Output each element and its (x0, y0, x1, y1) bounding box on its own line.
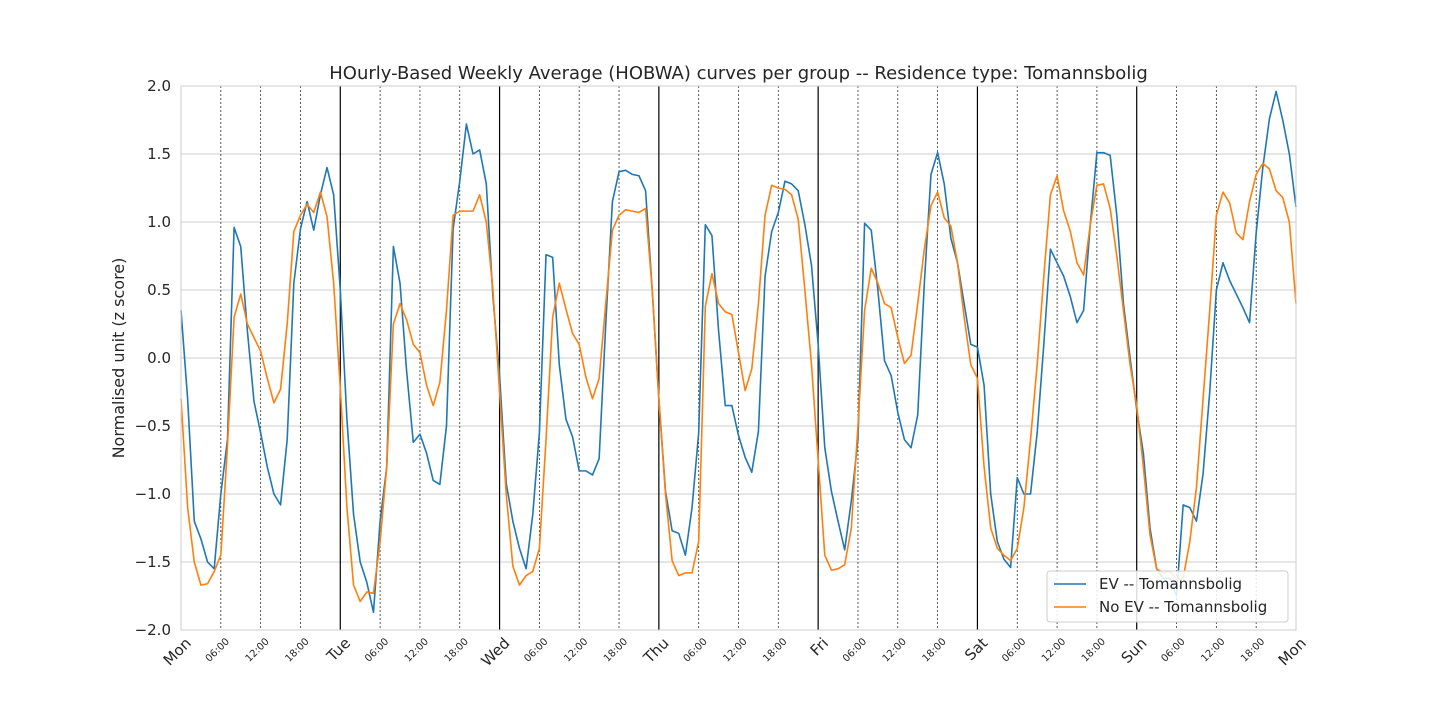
legend-entry-label: EV -- Tomannsbolig (1099, 575, 1242, 593)
legend-entry-label: No EV -- Tomannsbolig (1099, 598, 1267, 616)
hour-tick-label: 12:00 (1040, 636, 1068, 664)
y-tick-label: 0.0 (147, 349, 171, 367)
hour-tick-label: 18:00 (283, 636, 311, 664)
hour-tick-label: 06:00 (1159, 636, 1187, 664)
hour-tick-label: 18:00 (1080, 636, 1108, 664)
hour-tick-label: 12:00 (721, 636, 749, 664)
hour-tick-label: 12:00 (562, 636, 590, 664)
plot-frame (180, 85, 1297, 631)
hour-tick-label: 06:00 (522, 636, 550, 664)
day-tick-label: Tue (323, 634, 355, 666)
hour-tick-label: 18:00 (1239, 636, 1267, 664)
day-tick-label: Thu (639, 634, 672, 667)
chart-title: HOurly-Based Weekly Average (HOBWA) curv… (329, 63, 1148, 84)
hour-tick-label: 06:00 (363, 636, 391, 664)
y-tick-label: 1.0 (147, 213, 171, 231)
y-tick-label: 2.0 (147, 77, 171, 95)
hour-tick-label: 18:00 (602, 636, 630, 664)
day-tick-label: Mon (160, 634, 195, 669)
y-tick-label: 1.5 (147, 145, 171, 163)
series-layer (180, 90, 1297, 614)
day-tick-label: Sun (1118, 634, 1151, 667)
y-tick-label: −0.5 (135, 417, 171, 435)
y-tick-label: −1.5 (135, 553, 171, 571)
legend: EV -- Tomannsbolig No EV -- Tomannsbolig (1046, 570, 1289, 623)
hour-tick-label: 12:00 (881, 636, 909, 664)
y-tick-label: 0.5 (147, 281, 171, 299)
hour-tick-label: 18:00 (443, 636, 471, 664)
day-tick-label: Sat (961, 634, 991, 664)
hour-tick-label: 06:00 (841, 636, 869, 664)
day-tick-label: Wed (478, 634, 514, 670)
day-tick-label: Fri (807, 634, 832, 659)
hour-tick-label: 12:00 (1199, 636, 1227, 664)
series-line-ev (180, 90, 1297, 614)
legend-box (1046, 570, 1289, 623)
hour-tick-label: 18:00 (921, 636, 949, 664)
hour-tick-label: 12:00 (244, 636, 272, 664)
y-tick-label: −2.0 (135, 621, 171, 639)
day-tick-label: Mon (1275, 634, 1310, 669)
hour-tick-label: 12:00 (403, 636, 431, 664)
hour-tick-label: 06:00 (682, 636, 710, 664)
y-axis-label: Normalised unit (z score) (109, 258, 128, 459)
y-tick-label: −1.0 (135, 485, 171, 503)
hour-tick-label: 06:00 (1000, 636, 1028, 664)
series-line-no-ev (180, 162, 1297, 603)
hour-tick-label: 18:00 (761, 636, 789, 664)
hour-tick-label: 06:00 (204, 636, 232, 664)
